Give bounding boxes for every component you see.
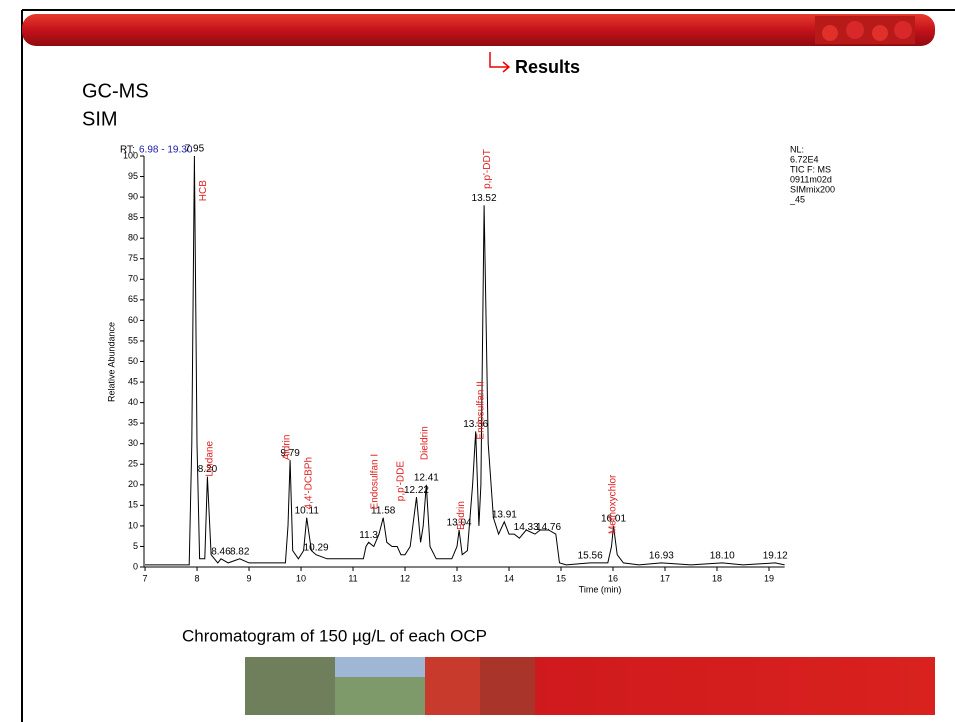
y-tick-label: 65 <box>128 294 138 304</box>
y-tick-label: 40 <box>128 397 138 407</box>
heading: GC-MS <box>82 80 149 102</box>
x-tick-label: 17 <box>660 573 670 583</box>
compound-label: HCB <box>198 180 209 201</box>
arrow <box>490 52 509 72</box>
x-tick-label: 8 <box>195 573 200 583</box>
y-tick-label: 0 <box>133 561 138 571</box>
compound-label: Dieldrin <box>419 426 430 460</box>
x-tick-label: 9 <box>247 573 252 583</box>
x-tick-label: 18 <box>712 573 722 583</box>
x-tick-label: 12 <box>400 573 410 583</box>
y-tick-label: 100 <box>123 150 138 160</box>
footer-image <box>425 657 480 715</box>
peak-label: 8.46 <box>211 546 231 557</box>
strawberry <box>846 21 864 39</box>
banner <box>22 14 935 46</box>
peak-label: 10.29 <box>304 542 329 553</box>
peak-label: 12.41 <box>414 472 439 483</box>
x-tick-label: 15 <box>556 573 566 583</box>
y-tick-label: 95 <box>128 171 138 181</box>
info-text: 6.72E4 <box>790 154 819 164</box>
peak-label: 8.82 <box>230 546 250 557</box>
y-tick-label: 25 <box>128 459 138 469</box>
peak-label: 18.10 <box>710 551 735 562</box>
x-axis-label: Time (min) <box>579 584 622 594</box>
y-tick-label: 20 <box>128 479 138 489</box>
compound-label: p,p'-DDE <box>396 461 407 502</box>
compound-label: Aldrin <box>282 435 293 461</box>
y-tick-label: 15 <box>128 500 138 510</box>
y-tick-label: 45 <box>128 376 138 386</box>
footer-image <box>245 657 335 715</box>
x-tick-label: 11 <box>348 573 357 583</box>
x-tick-label: 13 <box>452 573 462 583</box>
y-tick-label: 30 <box>128 438 138 448</box>
peak-label: 13.91 <box>492 509 517 520</box>
slide: Results GC-MS SIM RT: 6.98 - 19.30 Time … <box>0 0 955 722</box>
compound-label: Methoxychlor <box>608 474 619 534</box>
info-text: _45 <box>789 194 805 204</box>
compound-label: 4,4'-DCBPh <box>303 457 314 510</box>
x-tick-label: 14 <box>504 573 514 583</box>
y-tick-label: 90 <box>128 191 138 201</box>
x-tick-label: 10 <box>296 573 306 583</box>
peak-label: 12.22 <box>404 485 429 496</box>
peak-label: 14.76 <box>536 522 561 533</box>
compound-label: Endosulfan I <box>370 454 381 510</box>
info-text: TIC F: MS <box>790 164 831 174</box>
peak-label: 7.95 <box>185 144 205 155</box>
y-tick-label: 10 <box>128 520 138 530</box>
compound-label: Endrin <box>456 501 467 530</box>
info-text: SIMmix200 <box>790 184 835 194</box>
strawberry <box>894 21 912 39</box>
y-axis-label: Relative Abundance <box>106 322 116 402</box>
footer-image <box>480 657 535 715</box>
peak-label: 15.56 <box>578 551 603 562</box>
peak-label: 13.52 <box>472 193 497 204</box>
chart: Results GC-MS SIM RT: 6.98 - 19.30 Time … <box>0 0 955 722</box>
info-text: 0911m02d <box>790 174 832 184</box>
y-tick-label: 55 <box>128 335 138 345</box>
info-text: NL: <box>790 144 804 154</box>
strawberry <box>872 25 888 41</box>
x-tick-label: 7 <box>143 573 148 583</box>
section-title: Results <box>515 57 580 77</box>
peak-label: 19.12 <box>763 551 788 562</box>
compound-label: p,p'-DDT <box>482 149 493 189</box>
y-tick-label: 50 <box>128 356 138 366</box>
y-tick-label: 75 <box>128 253 138 263</box>
x-tick-label: 19 <box>764 573 774 583</box>
y-tick-label: 80 <box>128 233 138 243</box>
compound-label: Lindane <box>205 441 216 477</box>
x-tick-label: 16 <box>608 573 618 583</box>
peak-label: 16.93 <box>649 551 674 562</box>
y-tick-label: 5 <box>133 541 138 551</box>
footer-image <box>335 657 425 677</box>
y-tick-label: 60 <box>128 315 138 325</box>
caption: Chromatogram of 150 µg/L of each OCP <box>182 626 487 645</box>
heading: SIM <box>82 108 118 130</box>
strawberry <box>822 25 838 41</box>
y-tick-label: 70 <box>128 274 138 284</box>
compound-label: Endosulfan II <box>476 381 487 439</box>
y-tick-label: 85 <box>128 212 138 222</box>
peak-label: 11.3 <box>359 530 378 541</box>
y-tick-label: 35 <box>128 418 138 428</box>
